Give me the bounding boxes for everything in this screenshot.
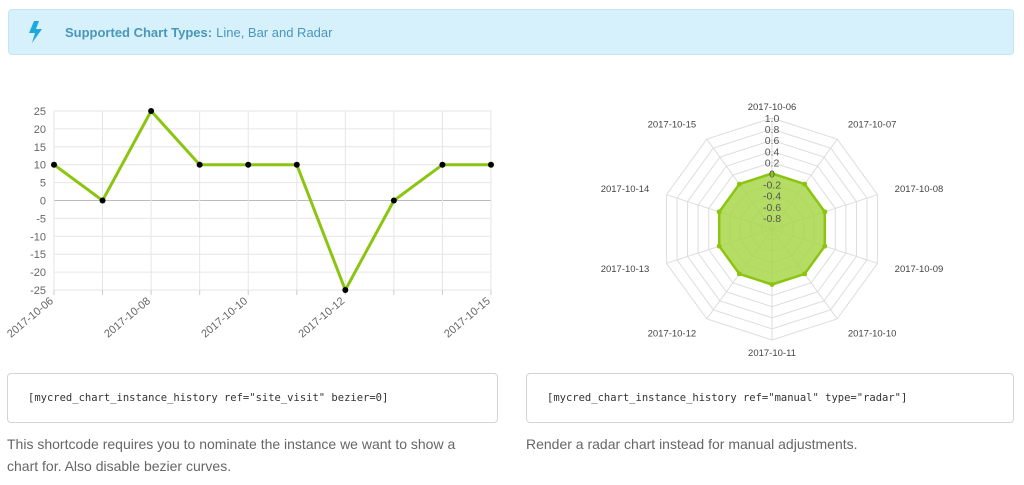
notice-title: Supported Chart Types:: [65, 24, 213, 40]
radar-data-point: [822, 209, 828, 215]
x-tick-label: 2017-10-12: [296, 295, 347, 340]
radar-data-point: [802, 271, 808, 277]
radar-scale-label: -0.8: [763, 213, 781, 225]
x-tick-label: 2017-10-10: [199, 295, 250, 340]
left-description-line2: chart for. Also disable bezier curves.: [7, 458, 232, 474]
data-point: [148, 108, 155, 114]
data-point: [245, 161, 252, 168]
y-tick-label: -25: [30, 285, 46, 297]
line-chart: 25 20 15 10 5 0 -5 -10 -15 -20 -25 2017-10-06 2017-1…: [0, 95, 505, 350]
left-description: This shortcode requires you to nominate …: [7, 433, 507, 477]
radar-axis-label: 2017-10-13: [601, 264, 650, 275]
y-tick-label: -5: [36, 213, 46, 225]
right-description-line: Render a radar chart instead for manual …: [526, 436, 858, 452]
left-shortcode-text[interactable]: [mycred_chart_instance_history ref="site…: [28, 392, 389, 404]
radar-axis-label: 2017-10-07: [848, 120, 897, 131]
radar-chart: 1.0 0.8 0.6 0.4 0.2 0 -0.2 -0.4 -0.6 -0.8 2017-10-…: [598, 95, 944, 360]
data-point: [196, 161, 203, 168]
y-tick-label: 20: [34, 124, 46, 136]
x-tick-label: 2017-10-08: [102, 295, 153, 340]
radar-scale-label: -0.2: [763, 180, 781, 192]
radar-scale-label: 0.4: [765, 146, 780, 158]
radar-data-point: [716, 209, 722, 215]
y-tick-label: 25: [34, 106, 46, 118]
radar-scale-label: 0: [769, 169, 775, 181]
y-tick-label: -10: [30, 231, 46, 243]
right-shortcode-text[interactable]: [mycred_chart_instance_history ref="manu…: [547, 392, 908, 404]
y-tick-label: -15: [30, 249, 46, 261]
y-tick-label: 15: [34, 142, 46, 154]
left-shortcode-box[interactable]: [mycred_chart_instance_history ref="site…: [7, 373, 498, 423]
y-tick-label: 10: [34, 160, 46, 172]
data-point: [99, 197, 106, 204]
radar-scale-label: 1.0: [765, 113, 780, 125]
radar-axis-label: 2017-10-15: [648, 120, 697, 131]
radar-axis-label: 2017-10-10: [848, 328, 897, 339]
radar-data-point: [716, 243, 722, 249]
data-point: [293, 161, 300, 168]
radar-scale-label: -0.6: [763, 202, 781, 214]
left-description-line1: This shortcode requires you to nominate …: [7, 436, 456, 452]
radar-data-point: [769, 282, 775, 287]
radar-axis-label: 2017-10-12: [648, 328, 697, 339]
radar-axis-label: 2017-10-09: [895, 264, 943, 275]
right-description: Render a radar chart instead for manual …: [526, 433, 1006, 455]
radar-axis-label: 2017-10-14: [601, 184, 650, 195]
x-tick-label: 2017-10-15: [442, 295, 493, 340]
data-point: [390, 197, 397, 204]
radar-data-point: [802, 181, 808, 187]
y-tick-label: 0: [40, 196, 46, 208]
radar-chart-svg: 1.00.80.60.40.20-0.2-0.4-0.6-0.8 2017-10-…: [601, 102, 944, 359]
notice-body: Line, Bar and Radar: [216, 24, 333, 40]
notice-banner: Supported Chart Types: Line, Bar and Rada…: [8, 9, 1014, 55]
data-point: [439, 161, 446, 168]
radar-axis-label: 2017-10-11: [748, 348, 796, 359]
radar-scale-label: -0.4: [763, 191, 781, 203]
radar-scale-label: 0.6: [765, 135, 780, 147]
radar-axis-label: 2017-10-06: [748, 102, 797, 113]
right-shortcode-box[interactable]: [mycred_chart_instance_history ref="manu…: [526, 373, 1014, 423]
radar-data-point: [736, 181, 742, 187]
radar-data-point: [769, 171, 775, 176]
radar-data-point: [736, 271, 742, 277]
data-point: [51, 161, 57, 168]
notice-text: Supported Chart Types: Line, Bar and Rada…: [65, 25, 332, 40]
y-tick-label: 5: [40, 178, 46, 190]
lightning-bolt-icon: [29, 21, 42, 43]
data-point: [488, 161, 494, 168]
x-tick-label: 2017-10-06: [5, 295, 56, 340]
data-point: [342, 287, 349, 293]
radar-data-point: [822, 243, 828, 249]
radar-scale-label: 0.8: [765, 124, 780, 136]
radar-axis-label: 2017-10-08: [895, 184, 943, 195]
y-tick-label: -20: [30, 267, 46, 279]
series-line: [53, 108, 491, 294]
radar-scale-label: 0.2: [765, 157, 780, 169]
